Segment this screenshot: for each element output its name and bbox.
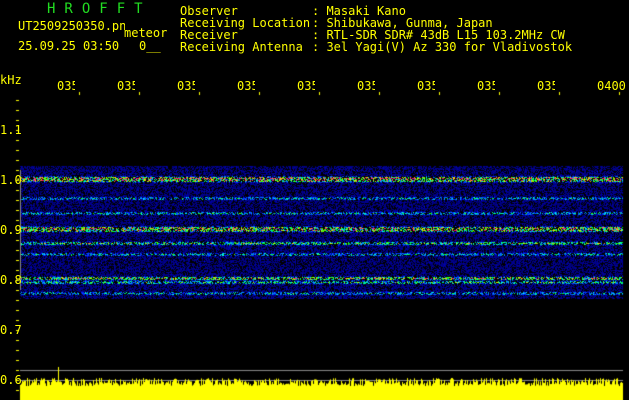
y-tick-label: 1.0 [0,173,22,187]
location-label: Receiving Location [180,16,311,30]
x-tick-label: 0352 [117,80,135,92]
y-tick-label: 1.1 [0,123,22,137]
y-unit-label: kHz [0,73,22,87]
x-tick-label: 0353 [177,80,195,92]
x-tick-label: 0359 [537,80,555,92]
receiver-label: Receiver [180,28,238,42]
y-tick-label: 0.6 [0,373,22,387]
x-tick-label: 0351 [57,80,75,92]
x-tick-label: 0356 [357,80,375,92]
location-value: : Shibukawa, Gunma, Japan [312,16,493,30]
antenna-value: : 3el Yagi(V) Az 330 for Vladivostok [312,40,573,54]
x-tick-label: 0357 [417,80,435,92]
datetime: 25.09.25 03:50 [18,39,120,53]
counter: 0__ [139,39,161,53]
observer-label: Observer [180,4,238,18]
x-tick-label: 0400 [597,80,626,92]
app-title: HROFFT [47,1,152,17]
x-tick-label: 0358 [477,80,495,92]
x-tick-label: 0354 [237,80,255,92]
y-tick-label: 0.8 [0,273,22,287]
antenna-label: Receiving Antenna [180,40,303,54]
y-tick-label: 0.7 [0,323,22,337]
filename: UT2509250350.png [18,20,125,32]
observer-value: : Masaki Kano [312,4,406,18]
mode-label: meteor [124,26,168,40]
receiver-value: : RTL-SDR SDR# 43dB L15 103.2MHz CW [312,28,565,42]
y-tick-label: 0.9 [0,223,22,237]
x-tick-label: 0355 [297,80,315,92]
